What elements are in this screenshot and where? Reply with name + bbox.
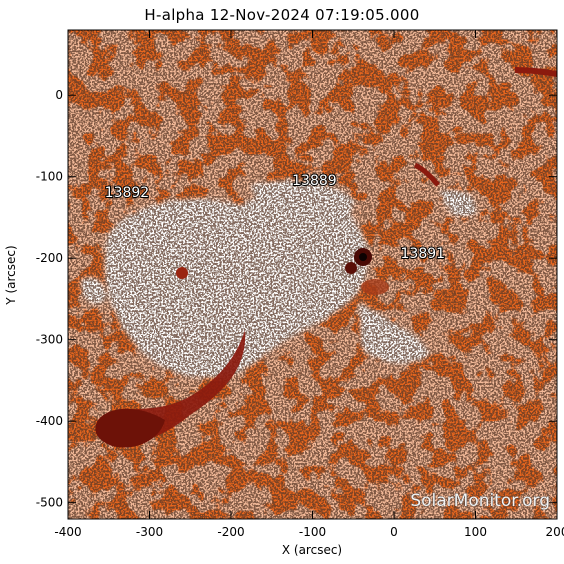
- x-tick-label: -100: [299, 525, 326, 539]
- y-tick-label: -400: [36, 414, 63, 428]
- y-tick-label: -200: [36, 251, 63, 265]
- filament-base: [95, 408, 165, 448]
- x-tick-label: -300: [136, 525, 163, 539]
- y-tick-label: -500: [36, 496, 63, 510]
- region-label-13891: 13891: [401, 246, 446, 262]
- h-alpha-image: [68, 30, 557, 519]
- region-label-13892: 13892: [105, 185, 150, 201]
- x-tick-label: 100: [464, 525, 487, 539]
- x-tick-label: -200: [217, 525, 244, 539]
- region-labels: 13892 13889 13891: [104, 172, 446, 263]
- region-label-13889: 13889: [292, 173, 337, 189]
- speckle-noise: [68, 30, 557, 519]
- y-tick-label: -300: [36, 333, 63, 347]
- y-tick-label: -100: [36, 170, 63, 184]
- small-filament-edge: [514, 67, 557, 77]
- x-axis: -400 -300 -200 -100 0 100 200: [54, 30, 564, 539]
- image-title: H-alpha 12-Nov-2024 07:19:05.000: [144, 6, 420, 24]
- sunspot-secondary: [345, 262, 357, 274]
- sunspot-west: [176, 267, 188, 279]
- sunspot-umbra: [359, 253, 367, 261]
- x-tick-label: 0: [390, 525, 398, 539]
- x-tick-label: 200: [546, 525, 564, 539]
- y-axis: 0 -100 -200 -300 -400 -500: [36, 88, 557, 510]
- watermark: SolarMonitor.org: [410, 491, 550, 511]
- penumbra: [361, 279, 389, 295]
- y-axis-title: Y (arcsec): [4, 245, 18, 305]
- x-tick-label: -400: [54, 525, 81, 539]
- y-tick-label: 0: [55, 88, 63, 102]
- x-axis-title: X (arcsec): [282, 543, 342, 557]
- small-filament-ne: [413, 162, 440, 187]
